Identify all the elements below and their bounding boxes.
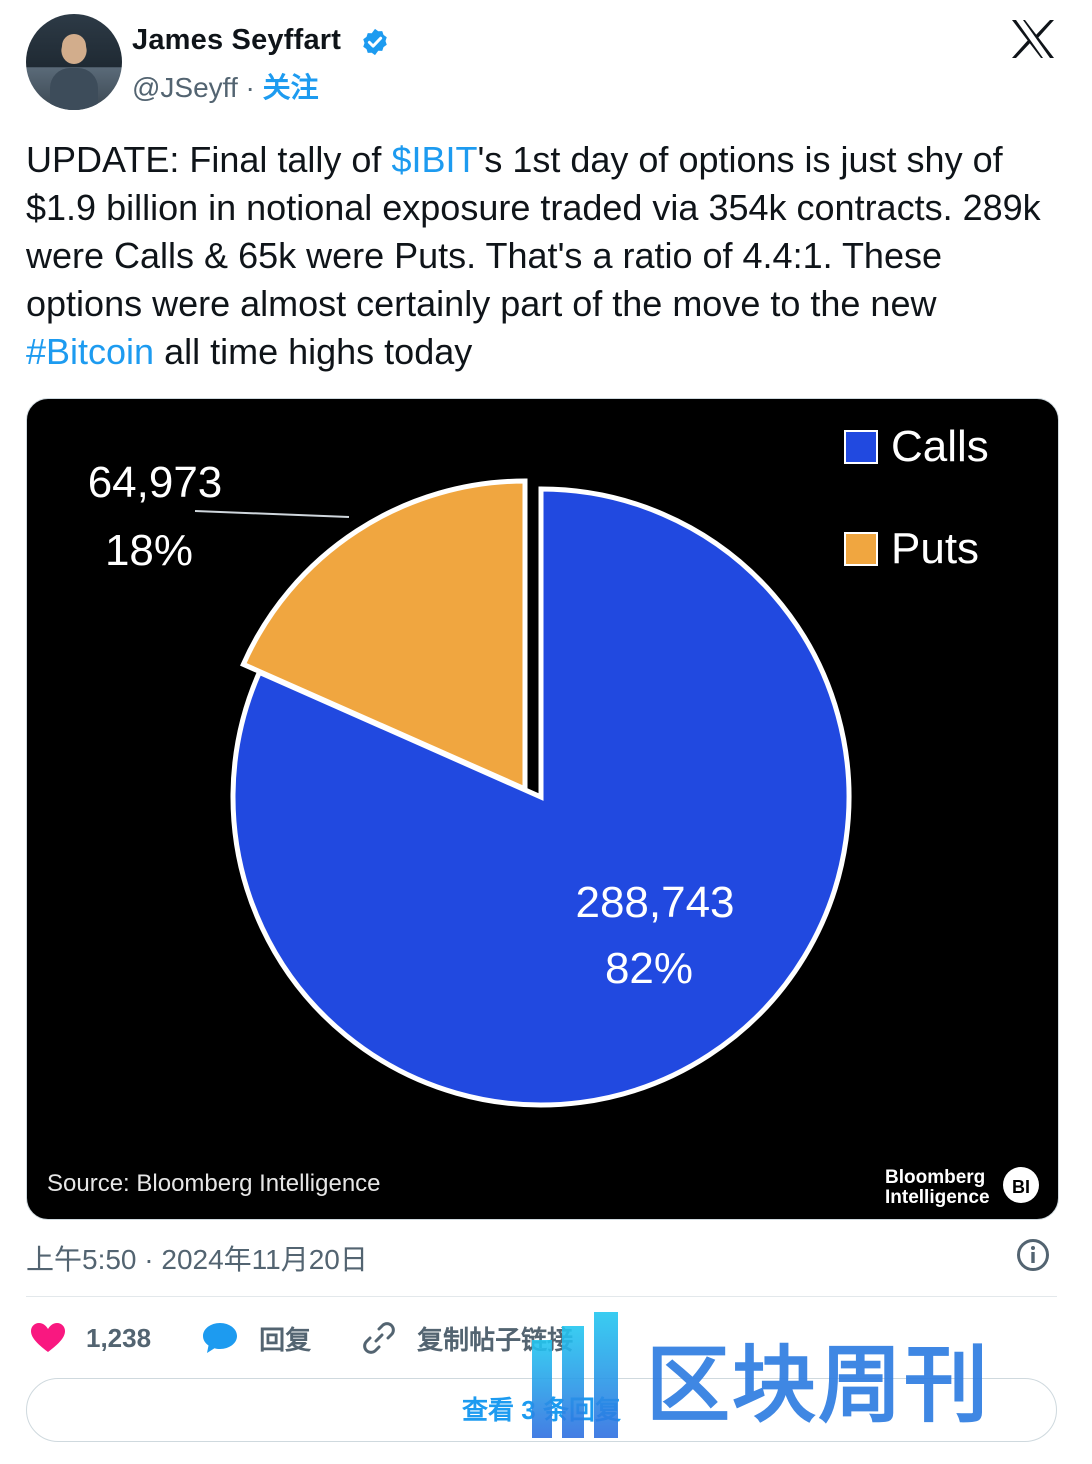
follow-button[interactable]: 关注 bbox=[262, 72, 319, 103]
info-icon[interactable] bbox=[1016, 1238, 1050, 1272]
legend-label-puts: Puts bbox=[891, 524, 979, 573]
heart-icon bbox=[31, 1323, 65, 1352]
hashtag-link[interactable]: #Bitcoin bbox=[26, 331, 155, 372]
puts-leader-line bbox=[194, 510, 350, 518]
tweet-text-part: all time highs today bbox=[154, 331, 473, 372]
cashtag-link[interactable]: $IBIT bbox=[391, 139, 478, 180]
reply-bubble-icon bbox=[203, 1323, 238, 1353]
legend-label-calls: Calls bbox=[891, 422, 989, 471]
like-count: 1,238 bbox=[86, 1322, 152, 1353]
watermark-logo-icon bbox=[532, 1312, 618, 1438]
chart-source-label: Source: Bloomberg Intelligence bbox=[47, 1170, 381, 1197]
reply-button[interactable]: 回复 bbox=[201, 1320, 311, 1357]
watermark: 区块周刊 bbox=[520, 1310, 1080, 1446]
avatar-face bbox=[62, 34, 86, 64]
puts-percent-label: 18% bbox=[105, 526, 193, 575]
copy-link-button[interactable]: 复制帖子链接 bbox=[361, 1320, 573, 1357]
watermark-text: 区块周刊 bbox=[646, 1336, 991, 1434]
handle-separator: · bbox=[245, 72, 255, 103]
reply-label: 回复 bbox=[259, 1324, 312, 1355]
brand-line-2: Intelligence bbox=[885, 1187, 990, 1208]
brand-badge-text: BI bbox=[1012, 1177, 1030, 1197]
pie-slice-calls bbox=[230, 486, 852, 1108]
author-handle-row: @JSeyff · 关注 bbox=[132, 66, 319, 106]
avatar[interactable] bbox=[26, 14, 122, 110]
legend-swatch-puts bbox=[844, 532, 878, 566]
author-handle[interactable]: @JSeyff bbox=[132, 72, 238, 103]
tweet-text: UPDATE: Final tally of $IBIT's 1st day o… bbox=[26, 136, 1066, 376]
x-logo-icon[interactable] bbox=[1010, 18, 1056, 60]
tweet-text-part: UPDATE: Final tally of bbox=[26, 139, 392, 180]
puts-value-label: 64,973 bbox=[88, 458, 223, 507]
avatar-suit bbox=[50, 68, 98, 110]
action-bar: 1,238 回复 复制帖子链接 bbox=[30, 1316, 623, 1360]
calls-value-label: 288,743 bbox=[575, 878, 734, 927]
tweet-timestamp[interactable]: 上午5:50 · 2024年11月20日 bbox=[26, 1244, 368, 1275]
link-icon bbox=[363, 1322, 395, 1354]
author-name[interactable]: James Seyffart bbox=[132, 24, 342, 56]
tweet-text-part: 's 1st day of options is just shy of $1.… bbox=[26, 139, 1041, 324]
brand-line-1: Bloomberg bbox=[885, 1167, 985, 1188]
tweet-media-chart[interactable]: 64,973 18% 288,743 82% Calls Puts Source… bbox=[26, 398, 1059, 1220]
divider bbox=[26, 1296, 1057, 1297]
pie-slice-puts bbox=[240, 478, 528, 793]
pie-chart: 64,973 18% 288,743 82% Calls Puts Source… bbox=[47, 422, 1039, 1208]
like-button[interactable]: 1,238 bbox=[30, 1322, 151, 1354]
brand-badge-circle bbox=[1003, 1167, 1039, 1203]
legend-swatch-calls bbox=[844, 430, 878, 464]
calls-percent-label: 82% bbox=[605, 944, 693, 993]
verified-badge-icon bbox=[363, 28, 387, 56]
